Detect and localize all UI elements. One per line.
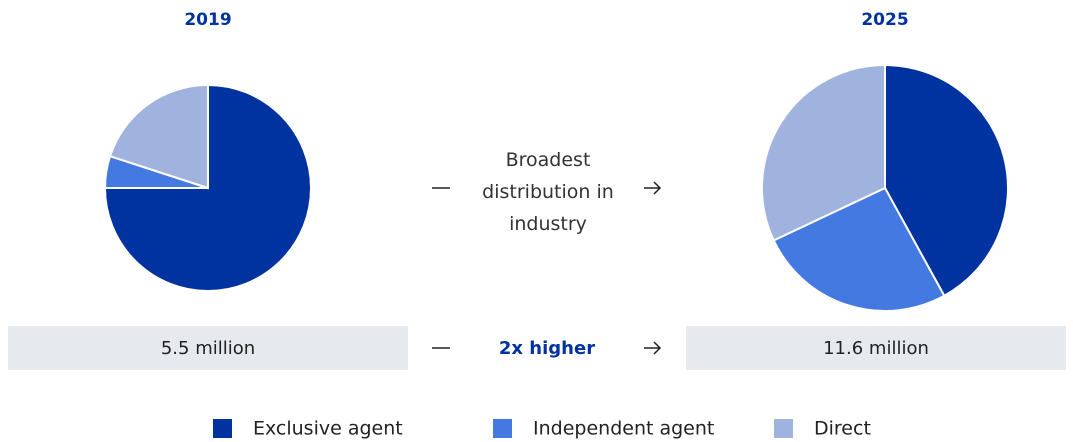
value-box	[8, 326, 408, 370]
value-label: 5.5 million	[161, 338, 255, 359]
arrow	[644, 181, 662, 195]
legend-swatch	[774, 419, 793, 438]
comparison-label: 2x higher	[499, 338, 595, 359]
note: Broadest distribution in industry	[482, 149, 614, 235]
pie-slice	[884, 63, 1009, 298]
value-box	[686, 326, 1066, 370]
pie-slice	[103, 83, 312, 292]
pie-slice	[772, 186, 946, 312]
legend-label: Direct	[814, 418, 871, 440]
legend-label: Independent agent	[533, 418, 714, 440]
legend-swatch	[493, 419, 512, 438]
legend-label: Exclusive agent	[253, 418, 403, 440]
arrow	[644, 341, 662, 355]
legend-swatch	[213, 419, 232, 438]
value-label: 11.6 million	[823, 338, 929, 359]
pie-slice	[761, 63, 886, 242]
pie-slice	[108, 83, 209, 190]
chart-title: 2019	[184, 10, 231, 30]
chart-title: 2025	[861, 10, 908, 30]
